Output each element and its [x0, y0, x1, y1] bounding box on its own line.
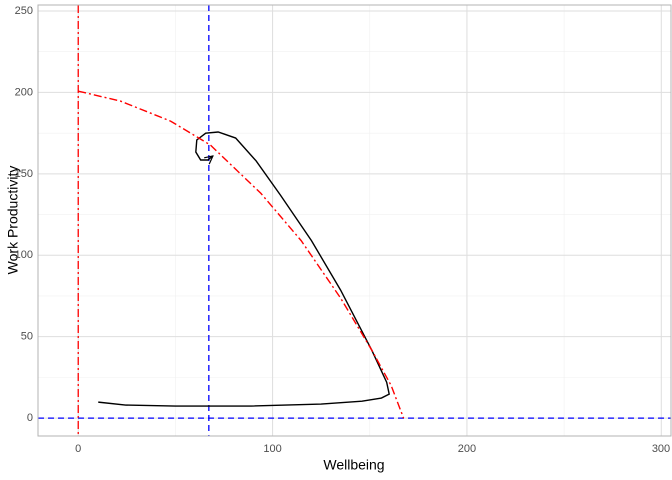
y-tick-label: 200 — [15, 86, 33, 98]
y-tick-label: 150 — [15, 168, 33, 180]
x-tick-label: 200 — [458, 443, 476, 455]
x-axis-title: Wellbeing — [323, 457, 384, 473]
y-tick-label: 250 — [15, 5, 33, 17]
line — [78, 90, 405, 419]
x-tick-label: 0 — [75, 443, 81, 455]
y-tick-label: 0 — [27, 412, 33, 424]
x-tick-label: 300 — [652, 443, 670, 455]
panel-border — [37, 4, 672, 437]
x-tick-label: 100 — [263, 443, 281, 455]
y-tick-label: 50 — [21, 331, 33, 343]
y-tick-label: 100 — [15, 249, 33, 261]
y-axis-title: Work Productivity — [5, 166, 21, 275]
line — [98, 131, 390, 407]
